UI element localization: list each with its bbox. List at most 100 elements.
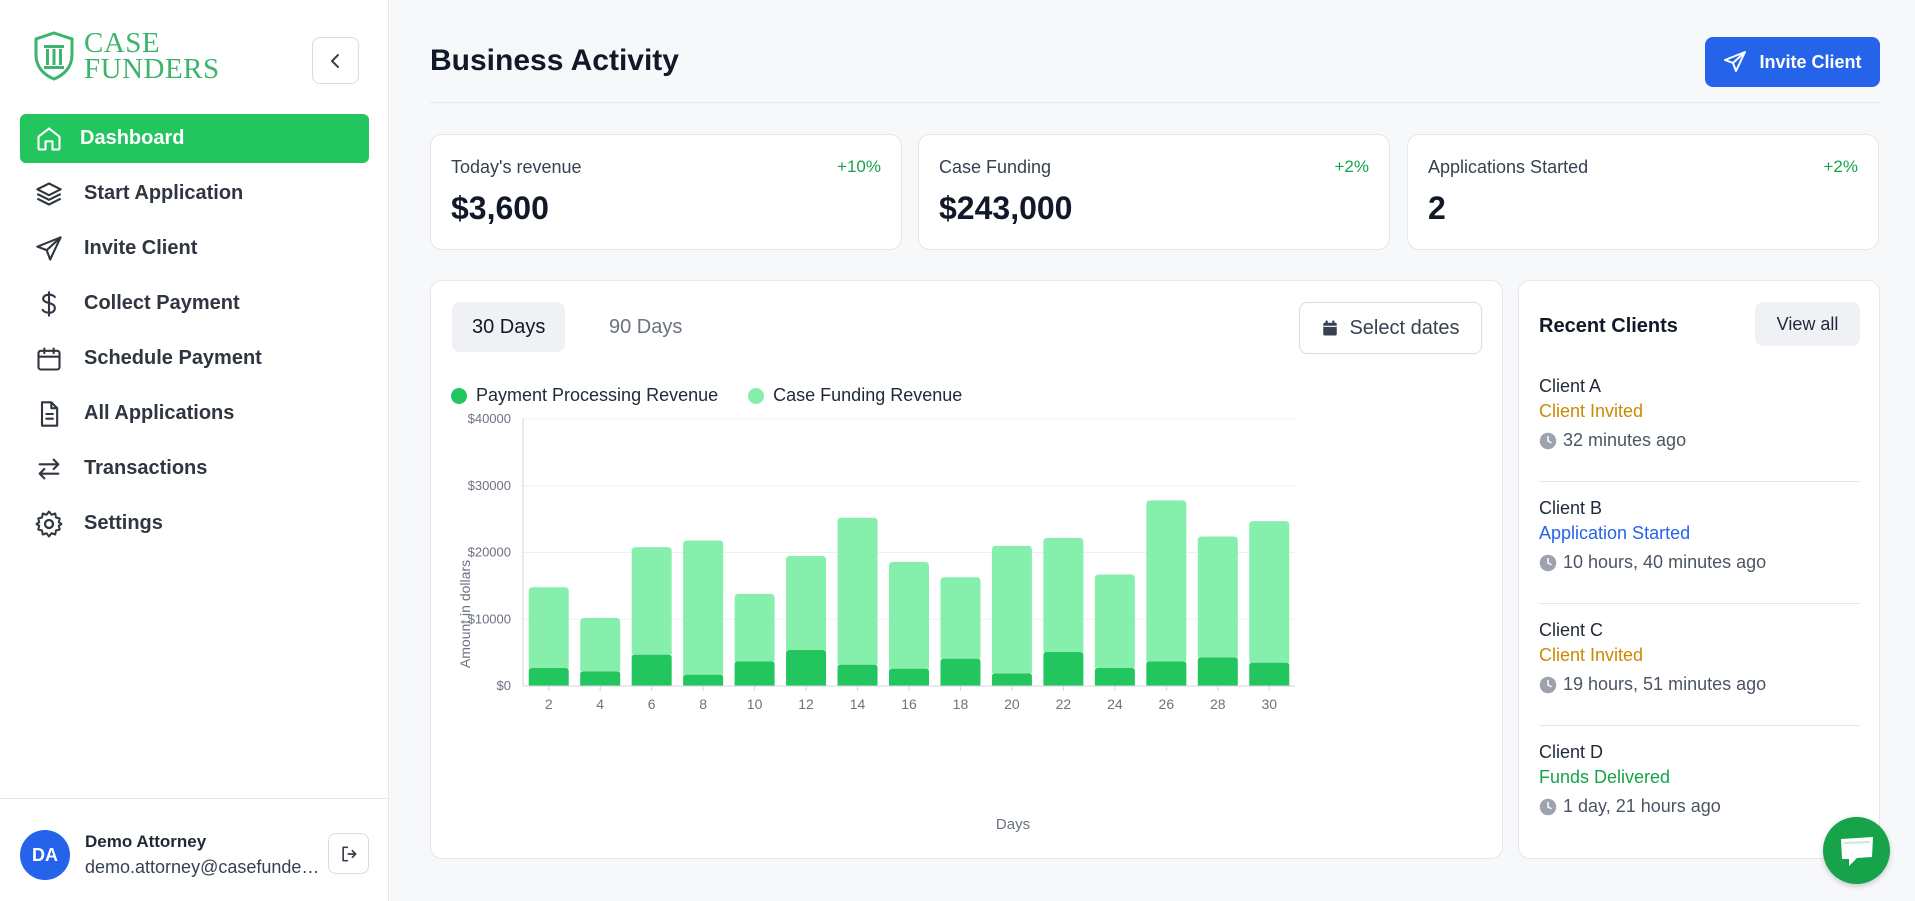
brand-logo[interactable]: CASE FUNDERS xyxy=(32,29,220,84)
bar-payment-processing[interactable] xyxy=(991,673,1032,686)
bar-payment-processing[interactable] xyxy=(1094,667,1135,686)
sidebar-item-settings[interactable]: Settings xyxy=(20,499,369,548)
x-tick-label: 2 xyxy=(545,696,553,712)
client-time: 19 hours, 51 minutes ago xyxy=(1539,674,1766,695)
bar-payment-processing[interactable] xyxy=(1146,661,1187,686)
layers-icon xyxy=(34,179,64,209)
recent-clients-card: Recent Clients View all Client A Client … xyxy=(1518,280,1880,859)
stat-label: Case Funding xyxy=(939,157,1052,177)
sidebar-item-label: Invite Client xyxy=(84,237,198,259)
legend-label: Payment Processing Revenue xyxy=(476,385,719,405)
bar-case-funding[interactable] xyxy=(734,593,775,662)
header-divider xyxy=(430,102,1880,103)
stat-card-todays-revenue: Today's revenue +10% $3,600 xyxy=(430,134,902,250)
bar-case-funding[interactable] xyxy=(940,577,981,659)
sidebar-item-transactions[interactable]: Transactions xyxy=(20,444,369,493)
user-email: demo.attorney@casefunders.com xyxy=(85,857,320,877)
dollar-icon xyxy=(34,289,64,319)
brand-name: CASE FUNDERS xyxy=(84,29,220,84)
client-name: Client D xyxy=(1539,742,1604,762)
client-name: Client A xyxy=(1539,376,1602,396)
bar-case-funding[interactable] xyxy=(1249,521,1290,663)
client-list-item[interactable]: Client D Funds Delivered 1 day, 21 hours… xyxy=(1539,726,1860,848)
bar-case-funding[interactable] xyxy=(1043,537,1084,652)
avatar[interactable]: DA xyxy=(20,830,70,880)
y-tick-label: $30000 xyxy=(468,478,511,493)
sidebar-item-label: Collect Payment xyxy=(84,292,240,314)
y-tick-label: $10000 xyxy=(468,611,511,626)
client-status: Client Invited xyxy=(1539,645,1644,665)
view-all-button[interactable]: View all xyxy=(1755,302,1860,346)
select-dates-button[interactable]: Select dates xyxy=(1299,302,1482,354)
bar-payment-processing[interactable] xyxy=(1043,651,1084,686)
logout-button[interactable] xyxy=(328,833,369,874)
clock-icon xyxy=(1539,554,1557,572)
bar-case-funding[interactable] xyxy=(991,545,1032,674)
gear-icon xyxy=(34,509,64,539)
bar-payment-processing[interactable] xyxy=(889,668,929,686)
bar-payment-processing[interactable] xyxy=(786,649,827,686)
sidebar-item-collect-payment[interactable]: Collect Payment xyxy=(20,279,369,328)
legend-swatch xyxy=(748,387,765,404)
sidebar-item-all-applications[interactable]: All Applications xyxy=(20,389,369,438)
chat-widget-button[interactable] xyxy=(1823,817,1890,884)
sidebar-item-schedule-payment[interactable]: Schedule Payment xyxy=(20,334,369,383)
stat-label: Today's revenue xyxy=(451,157,582,177)
arrows-exchange-icon xyxy=(34,454,64,484)
user-profile: DA Demo Attorney demo.attorney@casefunde… xyxy=(0,798,389,901)
tab-90-days[interactable]: 90 Days xyxy=(609,315,683,338)
sidebar-item-label: Transactions xyxy=(84,457,208,479)
bar-case-funding[interactable] xyxy=(528,587,569,668)
invite-client-button[interactable]: Invite Client xyxy=(1705,37,1880,87)
x-tick-label: 20 xyxy=(1004,696,1020,712)
x-tick-label: 8 xyxy=(699,696,707,712)
recent-clients-title: Recent Clients xyxy=(1539,315,1678,337)
bar-payment-processing[interactable] xyxy=(734,661,775,686)
sidebar: CASE FUNDERS Dashboard Start Application… xyxy=(0,0,389,901)
legend-item-case-funding[interactable]: Case Funding Revenue xyxy=(748,385,962,406)
bar-payment-processing[interactable] xyxy=(1249,662,1290,686)
client-list-item[interactable]: Client B Application Started 10 hours, 4… xyxy=(1539,482,1860,604)
legend-swatch xyxy=(451,387,467,404)
client-time: 10 hours, 40 minutes ago xyxy=(1539,552,1766,573)
sidebar-nav: Dashboard Start Application Invite Clien… xyxy=(20,114,369,554)
x-tick-label: 30 xyxy=(1261,696,1277,712)
bar-case-funding[interactable] xyxy=(1094,574,1135,668)
y-axis-label: Amount in dollars xyxy=(457,560,473,668)
x-tick-label: 28 xyxy=(1210,696,1226,712)
collapse-sidebar-button[interactable] xyxy=(312,37,359,84)
bar-payment-processing[interactable] xyxy=(1197,657,1238,686)
bar-case-funding[interactable] xyxy=(683,540,724,675)
x-tick-label: 16 xyxy=(901,696,917,712)
client-name: Client C xyxy=(1539,620,1604,640)
client-list-item[interactable]: Client C Client Invited 19 hours, 51 min… xyxy=(1539,604,1860,726)
sidebar-item-label: All Applications xyxy=(84,402,235,424)
sidebar-item-invite-client[interactable]: Invite Client xyxy=(20,224,369,273)
bar-case-funding[interactable] xyxy=(837,517,878,665)
bar-case-funding[interactable] xyxy=(786,555,827,650)
bar-case-funding[interactable] xyxy=(631,547,672,655)
bar-case-funding[interactable] xyxy=(1146,500,1187,662)
client-time: 1 day, 21 hours ago xyxy=(1539,796,1721,817)
bar-case-funding[interactable] xyxy=(889,561,929,669)
bar-case-funding[interactable] xyxy=(1197,536,1238,658)
bar-case-funding[interactable] xyxy=(580,617,621,672)
clock-icon xyxy=(1539,676,1557,694)
sidebar-item-start-application[interactable]: Start Application xyxy=(20,169,369,218)
bar-payment-processing[interactable] xyxy=(631,654,672,686)
client-list-item[interactable]: Client A Client Invited 32 minutes ago xyxy=(1539,360,1860,482)
chat-icon xyxy=(1840,836,1873,866)
calendar-icon xyxy=(1321,319,1339,337)
stat-value: $243,000 xyxy=(939,190,1073,226)
bar-payment-processing[interactable] xyxy=(940,658,981,686)
bar-payment-processing[interactable] xyxy=(683,674,724,686)
calendar-icon xyxy=(34,344,64,374)
bar-payment-processing[interactable] xyxy=(837,664,878,686)
tab-30-days[interactable]: 30 Days xyxy=(452,302,566,352)
sidebar-item-dashboard[interactable]: Dashboard xyxy=(20,114,369,163)
legend-item-payment-processing[interactable]: Payment Processing Revenue xyxy=(451,385,718,406)
bar-payment-processing[interactable] xyxy=(580,671,621,686)
bar-payment-processing[interactable] xyxy=(528,667,569,686)
invite-client-label: Invite Client xyxy=(1759,51,1862,72)
